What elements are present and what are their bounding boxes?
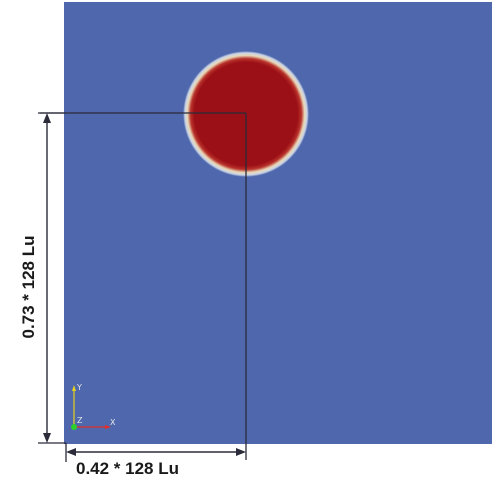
y-axis-label: Y [76,383,82,392]
horizontal-arrow-left [66,448,76,456]
horizontal-arrow-right [236,448,246,456]
horizontal-dimension-label: 0.42 * 128 Lu [76,459,179,478]
horizontal-dimension [65,443,246,462]
orientation-axes: Y X Z [71,383,116,430]
y-axis-arrowhead [72,385,76,391]
z-axis-marker [71,424,77,430]
x-axis-label: X [110,418,116,427]
z-axis-label: Z [77,416,83,425]
vertical-arrow-up [43,113,51,123]
vertical-arrow-down [43,433,51,443]
vertical-dimension [38,112,66,444]
vertical-dimension-label: 0.73 * 128 Lu [19,235,38,338]
x-axis-arrowhead [105,425,111,429]
